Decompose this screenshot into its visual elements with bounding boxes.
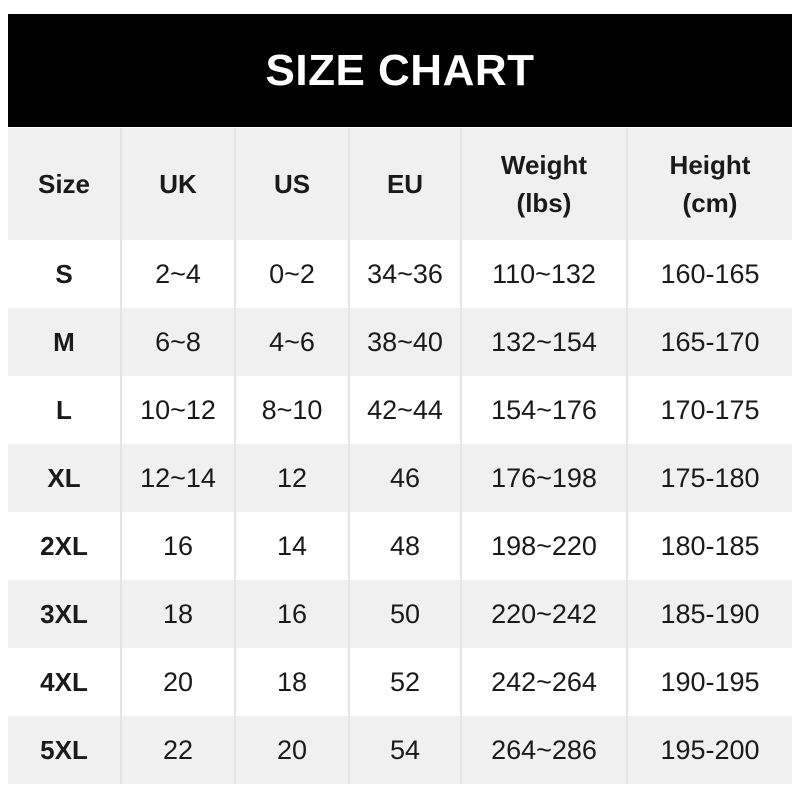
table-cell: 160-165: [660, 258, 760, 289]
table-cell: 180-185: [660, 530, 760, 561]
size-label: L: [8, 376, 122, 444]
table-cell: 14: [235, 512, 350, 580]
size-label: 4XL: [8, 648, 122, 716]
table-row: 2XL 16 14 48 198~220 180-185: [8, 512, 792, 580]
table-row: L 10~12 8~10 42~44 154~176 170-175: [8, 376, 792, 444]
table-cell: 50: [349, 580, 462, 648]
size-label: 3XL: [8, 580, 122, 648]
table-cell: 22: [121, 716, 236, 784]
table-cell: 20: [235, 716, 350, 784]
table-cell: 54: [349, 716, 462, 784]
table-cell: 4~6: [235, 308, 350, 376]
column-header: Weight (lbs): [461, 128, 628, 240]
table-cell: 185-190: [627, 580, 792, 648]
table-row: M 6~8 4~6 38~40 132~154 165-170: [8, 308, 792, 376]
table-cell: 8~10: [235, 376, 350, 444]
size-label: 5XL: [8, 716, 122, 784]
table-cell: 175-180: [627, 444, 792, 512]
table-cell: 132~154: [461, 308, 628, 376]
column-header: Size: [8, 128, 122, 240]
table-cell: 198~220: [461, 512, 628, 580]
table-cell: 110~132: [461, 240, 628, 308]
table-cell: 242~264: [461, 648, 628, 716]
table-cell: 42~44: [349, 376, 462, 444]
table-cell: 48: [349, 512, 462, 580]
table-cell: 38~40: [349, 308, 462, 376]
table-row: 5XL 22 20 54 264~286 195-200: [8, 716, 792, 784]
size-chart-title: SIZE CHART: [8, 14, 792, 127]
table-cell: 6~8: [121, 308, 236, 376]
table-cell: 34~36: [349, 240, 462, 308]
table-cell: 46: [349, 444, 462, 512]
table-cell: 154~176: [461, 376, 628, 444]
column-header: UK: [121, 128, 236, 240]
size-label: M: [8, 308, 122, 376]
column-header: Height (cm): [627, 128, 792, 240]
column-header: US: [235, 128, 350, 240]
table-cell: 190-195: [660, 666, 760, 697]
table-cell: 12~14: [121, 444, 236, 512]
table-cell: 18: [121, 580, 236, 648]
table-cell: 195-200: [627, 716, 792, 784]
table-cell: 170-175: [660, 394, 760, 425]
table-cell: 52: [349, 648, 462, 716]
table-cell: 12: [235, 444, 350, 512]
table-cell: 0~2: [235, 240, 350, 308]
column-header: EU: [349, 128, 462, 240]
table-row: S 2~4 0~2 34~36 110~132 160-165: [8, 240, 792, 308]
table-cell: 165-170: [627, 308, 792, 376]
table-row: 3XL 18 16 50 220~242 185-190: [8, 580, 792, 648]
table-cell: 2~4: [121, 240, 236, 308]
table-cell: 176~198: [461, 444, 628, 512]
size-label: 2XL: [8, 512, 122, 580]
table-header-row: Size UK US EU Weight (lbs) Height (cm): [8, 128, 792, 240]
table-row: 4XL 20 18 52 242~264 190-195: [8, 648, 792, 716]
table-cell: 10~12: [121, 376, 236, 444]
table-cell: 16: [235, 580, 350, 648]
table-cell: 20: [121, 648, 236, 716]
table-cell: 264~286: [461, 716, 628, 784]
table-cell: 18: [235, 648, 350, 716]
table-cell: 16: [121, 512, 236, 580]
table-row: XL 12~14 12 46 176~198 175-180: [8, 444, 792, 512]
size-label: S: [8, 240, 122, 308]
table-cell: 220~242: [461, 580, 628, 648]
size-label: XL: [8, 444, 122, 512]
size-chart-table: Size UK US EU Weight (lbs) Height (cm) S 2~4 0~…: [8, 128, 792, 784]
